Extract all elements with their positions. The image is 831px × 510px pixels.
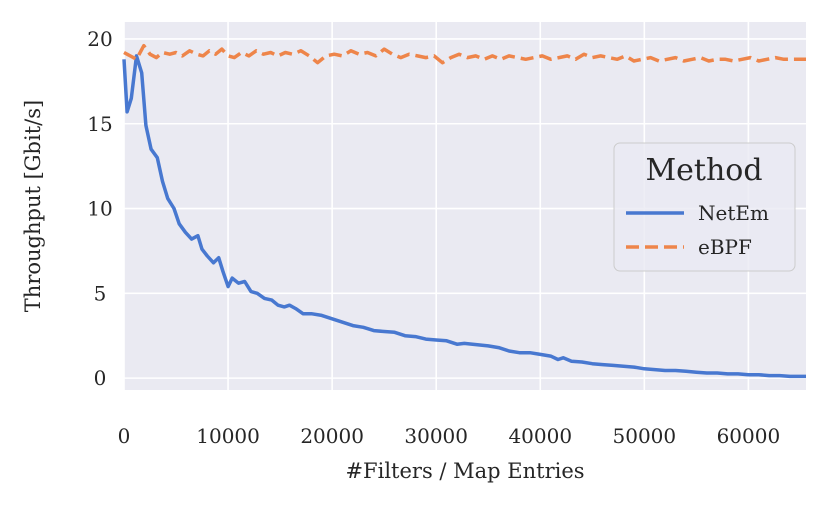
x-tick-label: 40000 [508,424,572,448]
y-tick-label: 0 [94,366,107,390]
y-tick-label: 5 [94,281,107,305]
x-tick-label: 30000 [404,424,468,448]
x-tick-label: 20000 [300,424,364,448]
legend: Method NetEm eBPF [613,142,796,272]
y-axis-label: Throughput [Gbit/s] [21,100,45,312]
legend-box [613,142,796,272]
legend-label-netem: NetEm [698,201,769,225]
y-tick-label: 20 [87,27,112,51]
y-tick-labels: 0 5 10 15 20 [87,27,112,390]
y-tick-label: 10 [87,197,112,221]
x-tick-label: 0 [118,424,131,448]
series-layer [122,43,806,379]
y-tick-label: 15 [87,112,112,136]
series-line-netem [122,54,806,379]
series-line-ebpf [123,43,806,65]
legend-label-ebpf: eBPF [698,235,752,259]
x-tick-label: 50000 [613,424,677,448]
x-axis-label: #Filters / Map Entries [345,459,584,483]
x-tick-label: 10000 [196,424,260,448]
legend-title: Method [645,153,762,188]
x-tick-label: 60000 [717,424,781,448]
x-tick-labels: 0 10000 20000 30000 40000 50000 60000 [118,424,781,448]
